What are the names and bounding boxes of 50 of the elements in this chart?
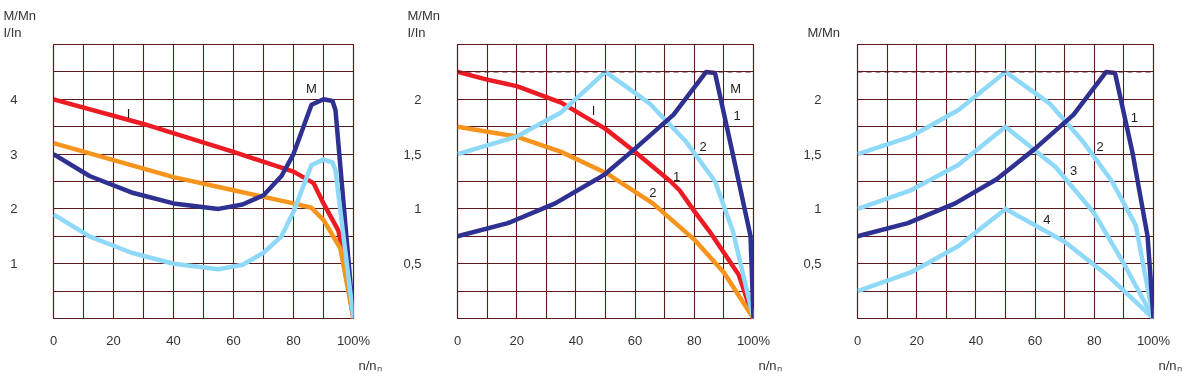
y-tick-label: 2 (10, 201, 18, 217)
x-tick-label: 0 (853, 332, 862, 348)
y-tick-label: 1,5 (403, 146, 422, 162)
y-axis-title: M/Mn I/In (3, 8, 36, 40)
annotation: 2 (1096, 138, 1104, 154)
x-tick-label: 60 (1027, 332, 1043, 348)
annotation: 1 (733, 108, 741, 124)
x-tick-label: 40 (568, 332, 584, 348)
annotation: M (730, 80, 742, 96)
annotation: 3 (1069, 163, 1078, 179)
x-tick-label: 40 (968, 332, 984, 348)
y-tick-label: 1,5 (803, 146, 822, 162)
annotation: 1 (672, 168, 681, 184)
x-tick-label: 80 (286, 332, 301, 348)
x-tick-label: 0 (453, 332, 462, 348)
line-series (457, 69, 754, 319)
x-axis-title: n/nₙ (758, 357, 782, 373)
x-tick-label: 100% (336, 332, 371, 348)
y-tick-label: 1 (414, 201, 422, 217)
annotation: I (591, 102, 596, 118)
x-tick-label: 100% (736, 332, 771, 348)
x-tick-label: 20 (106, 332, 121, 348)
y-axis-title: M/Mn (807, 24, 840, 40)
annotation: 1 (1130, 110, 1138, 126)
x-tick-label: 60 (226, 332, 241, 348)
x-tick-label: 20 (509, 332, 524, 348)
y-tick-label: 2 (814, 91, 822, 107)
x-tick-label: 100% (1136, 332, 1171, 348)
x-tick-label: 20 (909, 332, 924, 348)
x-tick-label: 0 (49, 332, 58, 348)
y-tick-label: 0,5 (403, 256, 422, 272)
x-tick-label: 40 (166, 332, 181, 348)
annotation: 2 (699, 138, 707, 154)
line-series (457, 124, 754, 319)
x-tick-label: 80 (687, 332, 702, 348)
x-axis-title: n/nₙ (1158, 357, 1182, 373)
annotation: 4 (1043, 212, 1051, 228)
y-axis-title: M/Mn I/In (407, 8, 440, 40)
x-axis-title: n/nₙ (358, 357, 382, 373)
y-tick-label: 3 (10, 146, 18, 162)
y-tick-label: 1 (814, 201, 822, 217)
y-tick-label: 1 (10, 256, 18, 272)
x-tick-label: 60 (627, 332, 643, 348)
annotation: 2 (649, 184, 657, 200)
y-tick-label: 2 (414, 91, 422, 107)
y-tick-label: 4 (10, 91, 18, 107)
y-tick-label: 0,5 (803, 256, 822, 272)
annotation: I (126, 105, 131, 121)
x-tick-label: 80 (1087, 332, 1102, 348)
annotation: M (306, 80, 317, 96)
